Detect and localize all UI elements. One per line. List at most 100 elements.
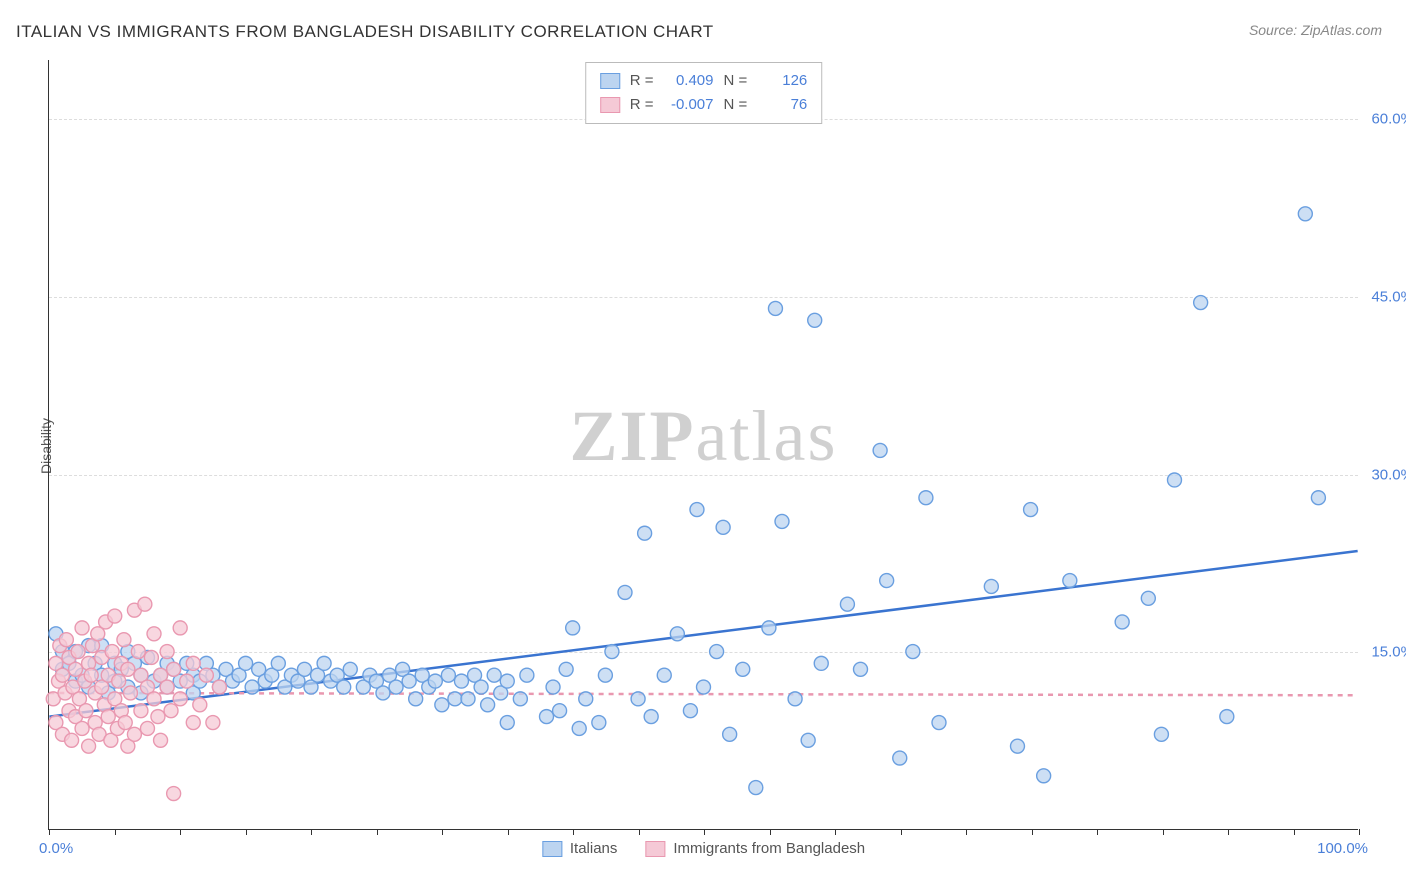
- data-point: [500, 674, 514, 688]
- data-point: [402, 674, 416, 688]
- data-point: [82, 739, 96, 753]
- data-point: [134, 704, 148, 718]
- data-point: [605, 645, 619, 659]
- data-point: [123, 686, 137, 700]
- data-point: [638, 526, 652, 540]
- data-point: [461, 692, 475, 706]
- data-point: [559, 662, 573, 676]
- data-point: [553, 704, 567, 718]
- data-point: [75, 721, 89, 735]
- data-point: [180, 674, 194, 688]
- data-point: [118, 716, 132, 730]
- x-tick: [311, 829, 312, 835]
- data-point: [245, 680, 259, 694]
- data-point: [546, 680, 560, 694]
- data-point: [932, 716, 946, 730]
- data-point: [520, 668, 534, 682]
- data-point: [271, 656, 285, 670]
- data-point: [121, 662, 135, 676]
- data-point: [873, 443, 887, 457]
- y-tick-label: 45.0%: [1371, 288, 1406, 305]
- legend-label: Immigrants from Bangladesh: [673, 840, 865, 857]
- x-tick: [115, 829, 116, 835]
- data-point: [592, 716, 606, 730]
- data-point: [167, 662, 181, 676]
- data-point: [144, 650, 158, 664]
- data-point: [147, 692, 161, 706]
- x-tick: [704, 829, 705, 835]
- data-point: [1011, 739, 1025, 753]
- x-tick: [966, 829, 967, 835]
- data-point: [481, 698, 495, 712]
- data-point: [343, 662, 357, 676]
- data-point: [579, 692, 593, 706]
- data-point: [893, 751, 907, 765]
- data-point: [112, 674, 126, 688]
- data-point: [513, 692, 527, 706]
- data-point: [409, 692, 423, 706]
- data-point: [487, 668, 501, 682]
- data-point: [173, 621, 187, 635]
- data-point: [71, 645, 85, 659]
- x-tick: [1163, 829, 1164, 835]
- data-point: [716, 520, 730, 534]
- data-point: [1063, 574, 1077, 588]
- data-point: [670, 627, 684, 641]
- data-point: [657, 668, 671, 682]
- data-point: [1194, 296, 1208, 310]
- data-point: [618, 585, 632, 599]
- data-point: [84, 668, 98, 682]
- data-point: [160, 680, 174, 694]
- data-point: [117, 633, 131, 647]
- data-point: [75, 621, 89, 635]
- x-tick: [1032, 829, 1033, 835]
- data-point: [814, 656, 828, 670]
- data-point: [880, 574, 894, 588]
- data-point: [690, 503, 704, 517]
- data-point: [428, 674, 442, 688]
- x-tick: [1097, 829, 1098, 835]
- data-point: [775, 514, 789, 528]
- data-point: [919, 491, 933, 505]
- data-point: [906, 645, 920, 659]
- legend-label: Italians: [570, 840, 618, 857]
- data-point: [566, 621, 580, 635]
- data-point: [186, 716, 200, 730]
- data-point: [448, 692, 462, 706]
- data-point: [1220, 710, 1234, 724]
- data-point: [749, 781, 763, 795]
- data-point: [762, 621, 776, 635]
- x-tick: [246, 829, 247, 835]
- x-tick: [1359, 829, 1360, 835]
- data-point: [69, 662, 83, 676]
- x-tick: [901, 829, 902, 835]
- chart-container: ITALIAN VS IMMIGRANTS FROM BANGLADESH DI…: [0, 0, 1406, 892]
- data-point: [540, 710, 554, 724]
- data-point: [79, 704, 93, 718]
- data-point: [131, 645, 145, 659]
- x-tick: [49, 829, 50, 835]
- data-point: [337, 680, 351, 694]
- x-axis-label-min: 0.0%: [39, 840, 73, 857]
- data-point: [572, 721, 586, 735]
- source-attribution: Source: ZipAtlas.com: [1249, 22, 1382, 38]
- x-tick: [508, 829, 509, 835]
- data-point: [723, 727, 737, 741]
- data-point: [788, 692, 802, 706]
- data-point: [435, 698, 449, 712]
- x-tick: [442, 829, 443, 835]
- data-point: [801, 733, 815, 747]
- data-point: [65, 733, 79, 747]
- data-point: [154, 733, 168, 747]
- data-point: [631, 692, 645, 706]
- data-point: [1154, 727, 1168, 741]
- data-point: [1311, 491, 1325, 505]
- data-point: [1037, 769, 1051, 783]
- data-point: [127, 727, 141, 741]
- data-point: [1141, 591, 1155, 605]
- data-point: [1167, 473, 1181, 487]
- data-point: [1115, 615, 1129, 629]
- data-point: [297, 662, 311, 676]
- data-point: [239, 656, 253, 670]
- legend-item: Italians: [542, 840, 618, 857]
